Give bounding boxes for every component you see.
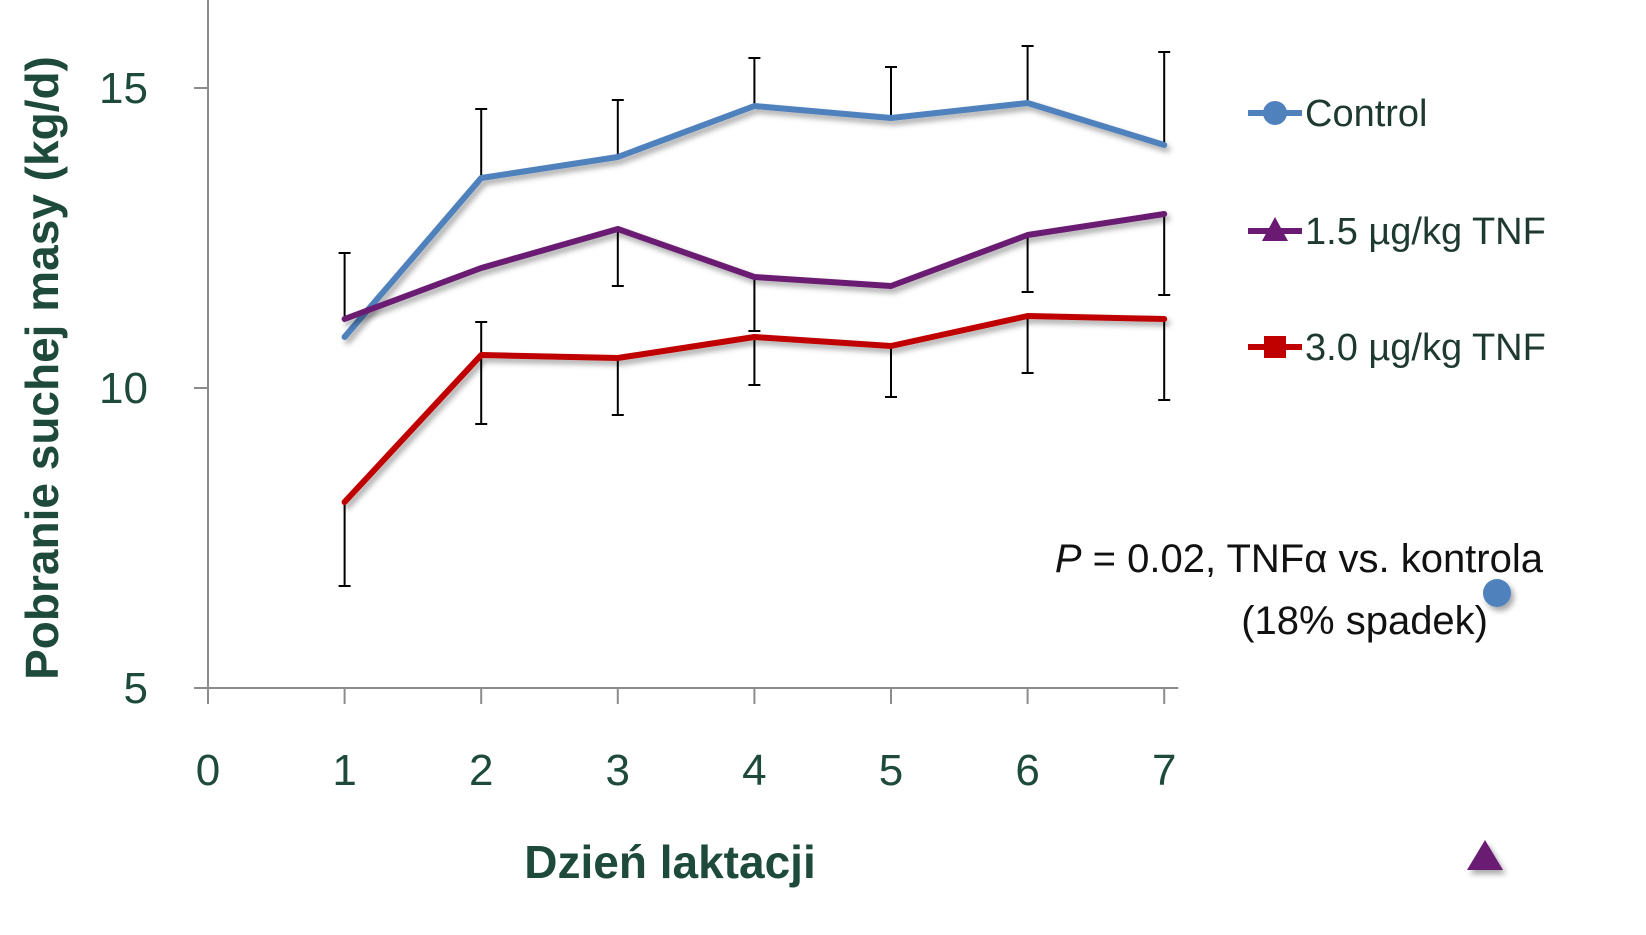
legend-label: 1.5 µg/kg TNF <box>1305 211 1546 253</box>
x-tick-label: 0 <box>196 746 220 795</box>
legend-label: Control <box>1305 93 1428 135</box>
x-tick-label: 3 <box>606 746 630 795</box>
y-tick-label: 10 <box>99 364 148 413</box>
legend-item-1: 1.5 µg/kg TNF <box>1248 211 1546 253</box>
y-tick-label: 15 <box>99 64 148 113</box>
legend: Control 1.5 µg/kg TNF 3.0 µg/kg TNF <box>1248 93 1546 369</box>
legend-item-0: Control <box>1248 93 1428 135</box>
x-tick-label: 1 <box>332 746 356 795</box>
annotation-p-symbol: P <box>1055 537 1082 581</box>
legend-circle-marker <box>1263 101 1287 125</box>
corner-circle-marker <box>1483 579 1511 607</box>
annotation-text: = 0.02, TNFα vs. kontrola <box>1082 537 1544 581</box>
legend-triangle-marker <box>1262 217 1288 241</box>
annotation-line-1: P = 0.02, TNFα vs. kontrola <box>1055 537 1544 581</box>
p-value-annotation: P = 0.02, TNFα vs. kontrola (18% spadek) <box>1055 537 1544 643</box>
x-tick-label: 7 <box>1152 746 1176 795</box>
series-line-1 <box>341 211 1168 322</box>
x-tick-label: 4 <box>742 746 766 795</box>
legend-item-2: 3.0 µg/kg TNF <box>1248 327 1546 369</box>
axes <box>194 0 1179 704</box>
legend-label: 3.0 µg/kg TNF <box>1305 327 1546 369</box>
corner-markers <box>1467 579 1511 870</box>
annotation-line-2: (18% spadek) <box>1241 599 1488 643</box>
series-line-2 <box>341 313 1168 505</box>
x-tick-label: 5 <box>879 746 903 795</box>
tick-labels: 5 10 15 0 1 2 3 4 5 6 7 <box>99 64 1176 795</box>
series-line-0 <box>341 100 1168 340</box>
y-axis-title: Pobranie suchej masy (kg/d) <box>16 56 68 680</box>
x-axis-title: Dzień laktacji <box>524 836 815 888</box>
series-lines <box>341 100 1168 505</box>
legend-square-marker <box>1264 336 1286 358</box>
x-tick-label: 6 <box>1015 746 1039 795</box>
corner-triangle-marker <box>1467 840 1503 870</box>
y-tick-label: 5 <box>124 664 148 713</box>
x-tick-label: 2 <box>469 746 493 795</box>
error-bars <box>338 45 1171 587</box>
